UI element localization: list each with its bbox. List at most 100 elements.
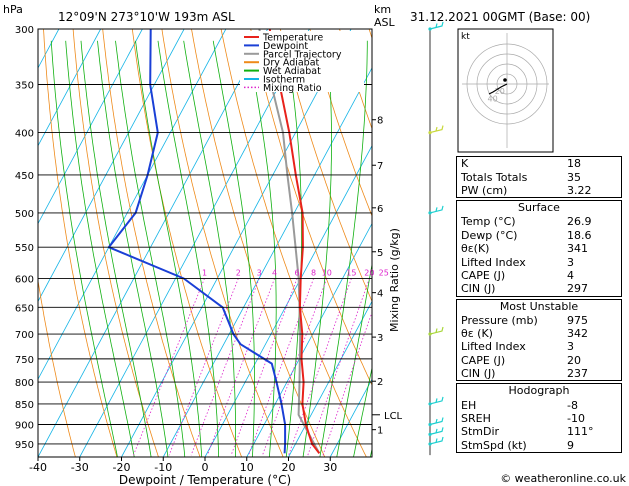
wind-barb-dot bbox=[428, 211, 432, 215]
surface-label: Temp (°C) bbox=[461, 215, 516, 229]
plot-frame bbox=[37, 28, 373, 458]
surface-row: θε(K) 341 bbox=[457, 242, 623, 255]
hodograph-stat-label: SREH bbox=[461, 412, 491, 426]
km-tick-label: 5 bbox=[377, 248, 383, 259]
isotherm-line bbox=[121, 29, 352, 457]
pressure-tick-label: 350 bbox=[15, 80, 34, 91]
x-tick-label: -40 bbox=[29, 461, 47, 474]
x-tick-label: 0 bbox=[202, 461, 209, 474]
legend-label: Temperature bbox=[262, 33, 323, 44]
legend-label: Dry Adiabat bbox=[263, 58, 320, 69]
x-tick-label: -30 bbox=[71, 461, 89, 474]
wind-barb-shaft bbox=[429, 427, 444, 435]
indices-panel: K 18 Totals Totals 35 PW (cm) 3.22 Surface Te… bbox=[456, 154, 623, 454]
index-row: K 18 bbox=[457, 157, 623, 170]
legend-label: Mixing Ratio bbox=[263, 83, 322, 94]
pressure-tick-label: 700 bbox=[15, 330, 34, 341]
hodograph-stat-label: EH bbox=[461, 398, 477, 412]
legend-label: Wet Adiabat bbox=[263, 66, 321, 77]
x-axis-title: Dewpoint / Temperature (°C) bbox=[119, 473, 291, 486]
mixing-ratio-line bbox=[207, 278, 275, 456]
mixing-ratio-label: 1 bbox=[202, 269, 207, 278]
hodograph-title: Hodograph bbox=[508, 384, 570, 398]
km-tick-label: 7 bbox=[377, 161, 383, 172]
mixing-ratio-line bbox=[288, 278, 352, 456]
hodograph-stat-value: 9 bbox=[567, 438, 574, 452]
pressure-tick-label: 850 bbox=[15, 400, 34, 411]
pressure-tick-label: 650 bbox=[15, 303, 34, 314]
wind-barb-shaft bbox=[429, 436, 444, 445]
dry-adiabat-line bbox=[38, 278, 76, 457]
most-unstable-value: 3 bbox=[567, 340, 574, 354]
mixing-ratio-label: 3 bbox=[257, 269, 262, 278]
asl-label: ASL bbox=[374, 16, 396, 29]
wind-barb bbox=[428, 125, 444, 135]
wet-adiabat-line bbox=[319, 40, 368, 457]
mixing-ratio-line bbox=[133, 278, 205, 456]
surface-title: Surface bbox=[518, 201, 560, 215]
surface-row: Temp (°C) 26.9 bbox=[457, 215, 623, 228]
most-unstable-box: Most Unstable Pressure (mb) 975 θε (K) 342 L… bbox=[456, 298, 623, 382]
index-label: PW (cm) bbox=[461, 183, 508, 197]
km-tick-label: 3 bbox=[377, 333, 383, 344]
dry-adiabat-line bbox=[250, 29, 372, 387]
wind-barb-dot bbox=[428, 442, 432, 446]
legend-label: Parcel Trajectory bbox=[263, 49, 342, 60]
x-tick-label: 30 bbox=[323, 461, 337, 474]
km-tick-label: 1 bbox=[377, 426, 383, 437]
pressure-tick-label: 400 bbox=[15, 129, 34, 140]
index-value: 3.22 bbox=[567, 183, 592, 197]
most-unstable-label: Pressure (mb) bbox=[461, 313, 538, 327]
wind-barb bbox=[428, 396, 444, 406]
dry-adiabat-line bbox=[131, 29, 243, 457]
wet-adiabat-line bbox=[353, 365, 372, 457]
datetime-title: 31.12.2021 00GMT (Base: 00) bbox=[410, 10, 590, 24]
most-unstable-label: CIN (J) bbox=[461, 367, 496, 381]
pressure-tick-label: 500 bbox=[15, 209, 34, 220]
most-unstable-value: 975 bbox=[567, 313, 588, 327]
index-row: Totals Totals 35 bbox=[457, 170, 623, 184]
surface-value: 18.6 bbox=[567, 228, 592, 242]
wet-adiabat-line bbox=[135, 40, 203, 457]
hodograph-stat-value: -10 bbox=[567, 412, 585, 426]
surface-row: CIN (J) 297 bbox=[457, 282, 623, 295]
surface-box: Surface Temp (°C) 26.9 Dewp (°C) 18.6 θε(K) 3… bbox=[456, 200, 623, 297]
mixing-ratio-line bbox=[322, 311, 372, 456]
wind-barb-shaft bbox=[429, 326, 444, 335]
most-unstable-value: 237 bbox=[567, 367, 588, 381]
isotherm-line bbox=[38, 29, 268, 457]
dry-adiabat-line bbox=[309, 29, 372, 218]
pressure-tick-label: 900 bbox=[15, 421, 34, 432]
isotherm-line bbox=[38, 29, 101, 147]
most-unstable-value: 342 bbox=[567, 327, 588, 341]
pressure-tick-label: 550 bbox=[15, 243, 34, 254]
pressure-tick-label: 950 bbox=[15, 440, 34, 451]
mixing-ratio-label: 15 bbox=[346, 269, 356, 278]
legend-label: Isotherm bbox=[263, 75, 305, 86]
hodograph-stat-row: StmDir 111° bbox=[457, 425, 623, 438]
hodograph-stat-row: StmSpd (kt) 9 bbox=[457, 439, 623, 452]
isotherm-line bbox=[38, 29, 185, 303]
wind-barb-shaft bbox=[429, 125, 444, 134]
hodograph-frame bbox=[457, 28, 554, 153]
hodograph-stat-value: 111° bbox=[567, 425, 594, 439]
mixing-ratio-line bbox=[190, 278, 260, 456]
wind-barb bbox=[428, 436, 444, 446]
pressure-tick-label: 600 bbox=[15, 275, 34, 286]
index-value: 35 bbox=[567, 170, 581, 184]
pressure-tick-label: 800 bbox=[15, 378, 34, 389]
dry-adiabat-line bbox=[161, 29, 284, 457]
wind-barb bbox=[428, 21, 444, 31]
lcl-label: LCL bbox=[384, 411, 403, 422]
surface-label: Dewp (°C) bbox=[461, 228, 518, 242]
dry-adiabat-line bbox=[279, 29, 372, 303]
wind-barb-dot bbox=[428, 130, 432, 135]
most-unstable-row: Pressure (mb) 975 bbox=[457, 314, 623, 327]
storm-motion-marker bbox=[503, 78, 507, 82]
wind-barb-dot bbox=[428, 27, 432, 31]
dry-adiabat-line bbox=[102, 29, 201, 457]
dewpoint-trace bbox=[107, 29, 287, 454]
most-unstable-row: θε (K) 342 bbox=[457, 327, 623, 340]
